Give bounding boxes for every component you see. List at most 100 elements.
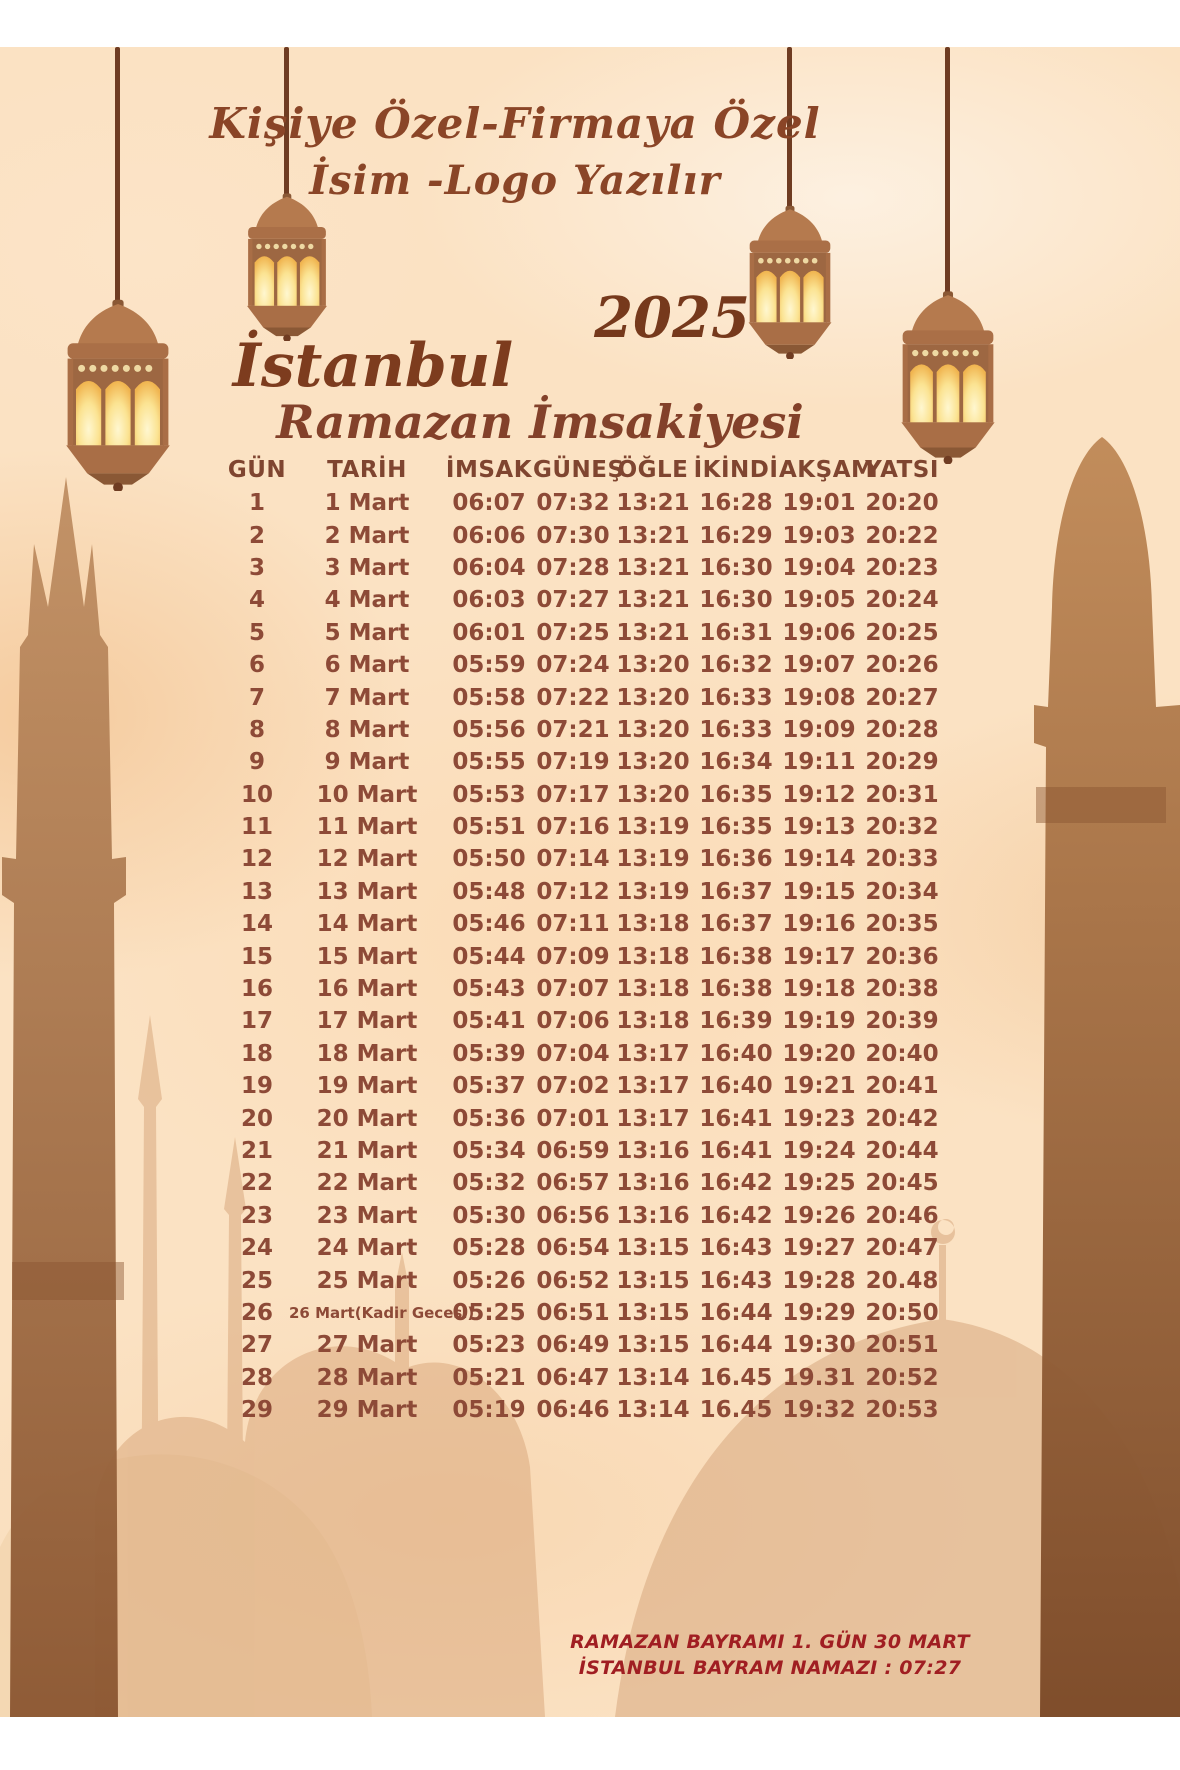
table-row: 19 19 Mart 05:37 07:02 13:17 16:40 19:21 20:41 bbox=[225, 1070, 945, 1102]
table-cell: 21 Mart bbox=[316, 1138, 418, 1164]
table-cell: 16:39 bbox=[699, 1008, 773, 1035]
table-cell: 16:30 bbox=[699, 587, 773, 614]
table-cell: 16:33 bbox=[699, 716, 773, 743]
year-label: 2025 bbox=[594, 285, 750, 351]
table-cell: 19:06 bbox=[782, 619, 856, 646]
table-cell: 13:16 bbox=[616, 1202, 690, 1229]
table-cell: 19:11 bbox=[782, 749, 856, 776]
table-cell: 25 bbox=[240, 1267, 273, 1294]
table-cell: 05:56 bbox=[452, 716, 526, 743]
table-cell: 13:21 bbox=[616, 587, 690, 614]
table-cell: 16:37 bbox=[699, 911, 773, 938]
table-cell: 16:35 bbox=[699, 781, 773, 808]
table-cell: 20:53 bbox=[865, 1397, 939, 1424]
table-cell: 13:15 bbox=[616, 1332, 690, 1359]
table-cell: 15 Mart bbox=[316, 943, 418, 970]
table-cell: 20:36 bbox=[865, 943, 939, 970]
table-row: 7 7 Mart 05:58 07:22 13:20 16:33 19:08 20:27 bbox=[225, 681, 945, 713]
column-header: ÖĞLE bbox=[617, 457, 689, 483]
table-cell: 19:13 bbox=[782, 814, 856, 841]
crescent-icon bbox=[931, 1219, 955, 1244]
table-row: 24 24 Mart 05:28 06:54 13:15 16:43 19:27 20:47 bbox=[225, 1232, 945, 1264]
minaret-silhouette-icon bbox=[1034, 437, 1180, 1717]
table-cell: 25 Mart bbox=[316, 1267, 418, 1294]
table-row: 28 28 Mart 05:21 06:47 13:14 16.45 19.31 20:52 bbox=[225, 1362, 945, 1394]
table-cell: 17 bbox=[240, 1008, 273, 1035]
table-cell: 07:04 bbox=[536, 1040, 610, 1067]
table-row: 29 29 Mart 05:19 06:46 13:14 16.45 19:32 20:53 bbox=[225, 1394, 945, 1426]
table-cell: 19:12 bbox=[782, 781, 856, 808]
table-cell: 14 bbox=[240, 911, 273, 938]
table-cell: 17 Mart bbox=[316, 1008, 418, 1035]
column-header: İMSAK bbox=[445, 457, 533, 483]
table-cell: 06:04 bbox=[452, 554, 526, 581]
column-header: TARİH bbox=[327, 457, 407, 483]
table-cell: 20:35 bbox=[865, 911, 939, 938]
table-cell: 16 bbox=[240, 976, 273, 1003]
table-cell: 16:44 bbox=[699, 1332, 773, 1359]
table-cell: 20:23 bbox=[865, 554, 939, 581]
table-row: 20 20 Mart 05:36 07:01 13:17 16:41 19:23 20:42 bbox=[225, 1102, 945, 1134]
table-cell: 20.48 bbox=[865, 1267, 939, 1294]
table-cell: 12 bbox=[240, 846, 273, 873]
minaret-balcony bbox=[1036, 787, 1166, 823]
mosque-skyline-decor bbox=[0, 437, 1180, 1717]
table-cell: 06:01 bbox=[452, 619, 526, 646]
table-cell: 3 bbox=[248, 554, 265, 581]
table-cell: 13:14 bbox=[616, 1364, 690, 1391]
table-cell: 16 Mart bbox=[316, 976, 418, 1003]
table-cell: 16:41 bbox=[699, 1138, 773, 1164]
table-cell: 05:32 bbox=[452, 1170, 526, 1197]
table-cell: 07:25 bbox=[536, 619, 610, 646]
table-cell: 19:15 bbox=[782, 878, 856, 905]
table-cell: 05:28 bbox=[452, 1235, 526, 1262]
table-cell: 13:18 bbox=[616, 911, 690, 938]
table-cell: 07:02 bbox=[536, 1073, 610, 1100]
table-cell: 5 Mart bbox=[324, 619, 410, 646]
city-title: İstanbul bbox=[232, 331, 514, 401]
table-cell: 18 bbox=[240, 1040, 273, 1067]
table-cell: 07:28 bbox=[536, 554, 610, 581]
table-cell: 16.45 bbox=[699, 1397, 773, 1424]
column-header: GÜNEŞ bbox=[533, 457, 625, 483]
table-cell: 19:14 bbox=[782, 846, 856, 873]
table-row: 21 21 Mart 05:34 06:59 13:16 16:41 19:24 20:44 bbox=[225, 1135, 945, 1167]
table-cell: 06:07 bbox=[452, 490, 526, 517]
table-cell: 06:56 bbox=[536, 1202, 610, 1229]
table-cell: 05:55 bbox=[452, 749, 526, 776]
table-cell: 07:17 bbox=[536, 781, 610, 808]
table-cell: 19:07 bbox=[782, 652, 856, 679]
table-cell: 07:11 bbox=[536, 911, 610, 938]
table-cell: 22 Mart bbox=[316, 1170, 418, 1197]
table-cell: 19:20 bbox=[782, 1040, 856, 1067]
table-cell: 13:21 bbox=[616, 490, 690, 517]
table-cell: 07:21 bbox=[536, 716, 610, 743]
table-cell: 07:19 bbox=[536, 749, 610, 776]
promo-line-1: Kişiye Özel-Firmaya Özel bbox=[209, 99, 821, 148]
table-cell: 16:43 bbox=[699, 1267, 773, 1294]
table-cell: 05:41 bbox=[452, 1008, 526, 1035]
table-row: 3 3 Mart 06:04 07:28 13:21 16:30 19:04 20:23 bbox=[225, 552, 945, 584]
table-cell: 19:05 bbox=[782, 587, 856, 614]
table-cell: 13:18 bbox=[616, 1008, 690, 1035]
table-cell: 20:34 bbox=[865, 878, 939, 905]
table-cell: 8 bbox=[248, 716, 265, 743]
table-cell: 13:15 bbox=[616, 1235, 690, 1262]
table-cell: 20:42 bbox=[865, 1105, 939, 1132]
table-cell: 20:20 bbox=[865, 490, 939, 517]
table-cell: 20:26 bbox=[865, 652, 939, 679]
table-cell: 8 Mart bbox=[324, 716, 410, 743]
table-cell: 16:34 bbox=[699, 749, 773, 776]
table-cell: 13:16 bbox=[616, 1170, 690, 1197]
table-cell: 13:15 bbox=[616, 1267, 690, 1294]
poster-background: Kişiye Özel-Firmaya Özel İsim -Logo Yazı… bbox=[0, 47, 1180, 1717]
table-cell: 13:17 bbox=[616, 1073, 690, 1100]
table-cell: 27 bbox=[240, 1332, 273, 1359]
table-row: 23 23 Mart 05:30 06:56 13:16 16:42 19:26 20:46 bbox=[225, 1200, 945, 1232]
table-cell: 2 Mart bbox=[324, 522, 410, 549]
table-cell: 14 Mart bbox=[316, 911, 418, 938]
table-cell: 16:42 bbox=[699, 1202, 773, 1229]
table-cell: 19:17 bbox=[782, 943, 856, 970]
table-cell: 7 Mart bbox=[324, 684, 410, 711]
promo-line-2: İsim -Logo Yazılır bbox=[309, 157, 721, 204]
